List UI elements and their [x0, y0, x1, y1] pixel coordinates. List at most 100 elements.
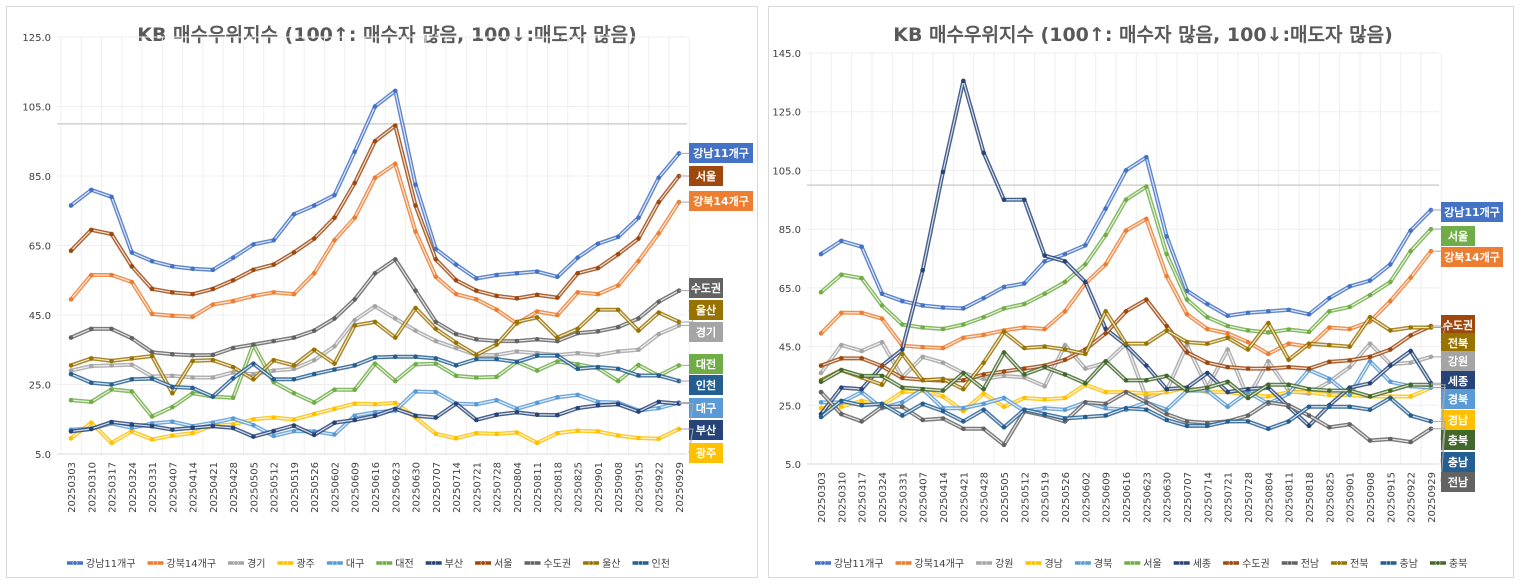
- data-point: [818, 414, 824, 420]
- data-point: [940, 305, 946, 310]
- data-point: [839, 310, 844, 316]
- data-point: [920, 354, 925, 360]
- end-label-text: 강북14개구: [693, 194, 749, 208]
- data-point: [413, 288, 418, 293]
- data-point: [1103, 206, 1108, 211]
- data-point: [210, 420, 216, 426]
- data-point: [88, 227, 94, 233]
- legend-label: 세종: [1193, 558, 1211, 570]
- legend-item: 울산: [583, 558, 621, 570]
- data-point: [392, 378, 398, 384]
- series-강남11개구: [818, 154, 1434, 319]
- data-point: [494, 293, 499, 299]
- legend-marker-icon: [332, 560, 338, 566]
- data-point: [818, 379, 824, 385]
- data-point: [372, 138, 378, 144]
- data-point: [1001, 306, 1007, 311]
- legend-label: 부산: [445, 558, 463, 570]
- data-point: [656, 310, 662, 315]
- data-point: [372, 361, 378, 366]
- end-label-text: 경남: [1448, 413, 1468, 427]
- data-point: [210, 286, 216, 292]
- series-충북: [818, 350, 1434, 401]
- legend-marker-icon: [233, 560, 239, 566]
- data-point: [1286, 327, 1291, 332]
- data-point: [109, 419, 114, 425]
- x-tick-label: 20250818: [1305, 472, 1316, 523]
- data-point: [474, 417, 479, 423]
- x-tick-label: 20250623: [1142, 472, 1153, 523]
- data-point: [88, 356, 94, 361]
- data-point: [575, 366, 580, 372]
- end-label-text: 강북14개구: [1444, 250, 1500, 264]
- data-point: [1225, 419, 1230, 424]
- legend-item: 서울: [1124, 558, 1162, 570]
- data-point: [271, 368, 276, 373]
- data-point: [900, 413, 905, 418]
- legend-marker-icon: [1179, 560, 1185, 566]
- data-point: [1184, 297, 1190, 302]
- x-tick-label: 20250414: [939, 472, 950, 523]
- data-point: [656, 405, 662, 411]
- data-point: [1144, 407, 1149, 412]
- data-point: [1306, 366, 1312, 371]
- legend-marker-icon: [1336, 560, 1342, 566]
- data-point: [291, 423, 297, 428]
- data-point: [1042, 364, 1047, 370]
- data-point: [494, 412, 499, 418]
- x-tick-label: 20250616: [371, 462, 382, 513]
- legend-item: 강남11개구: [67, 558, 136, 570]
- end-label-tag: [1441, 410, 1475, 430]
- data-point: [1266, 309, 1271, 314]
- data-point: [920, 378, 925, 383]
- data-point: [1103, 401, 1108, 407]
- data-point: [88, 426, 94, 432]
- data-point: [1286, 382, 1291, 388]
- data-point: [575, 392, 580, 398]
- data-point: [1042, 383, 1047, 389]
- data-point: [1062, 279, 1068, 285]
- data-point: [494, 397, 499, 403]
- data-point: [1164, 407, 1169, 412]
- x-tick-label: 20250526: [310, 462, 321, 513]
- data-point: [1062, 407, 1068, 412]
- data-point: [332, 237, 337, 243]
- data-point: [149, 437, 155, 442]
- data-point: [1022, 395, 1027, 401]
- data-point: [879, 303, 885, 308]
- series-대구: [68, 389, 682, 439]
- data-point: [230, 416, 236, 421]
- x-tick-label: 20250317: [108, 462, 119, 513]
- data-point: [332, 192, 337, 198]
- x-tick-label: 20250707: [432, 462, 443, 513]
- data-point: [1083, 380, 1088, 386]
- legend-item: 경기: [228, 557, 265, 570]
- y-tick-label: 25.0: [29, 381, 51, 392]
- legend-label: 인천: [652, 558, 670, 570]
- data-point: [615, 251, 621, 257]
- legend-item: 강원: [976, 558, 1013, 570]
- data-point: [1245, 310, 1251, 316]
- data-point: [109, 387, 114, 392]
- data-point: [1245, 339, 1251, 345]
- x-tick-label: 20250922: [1407, 472, 1418, 523]
- data-point: [109, 358, 114, 364]
- x-tick-label: 20250707: [1183, 472, 1194, 523]
- data-point: [1022, 301, 1027, 307]
- data-point: [859, 402, 864, 408]
- data-point: [190, 291, 195, 297]
- data-point: [1367, 341, 1373, 346]
- data-point: [514, 296, 520, 301]
- data-point: [1266, 351, 1271, 357]
- data-point: [1164, 323, 1169, 329]
- data-point: [514, 359, 520, 365]
- data-point: [190, 385, 195, 391]
- x-tick-label: 20250505: [1000, 472, 1011, 523]
- data-point: [940, 408, 946, 414]
- legend-label: 강남11개구: [834, 558, 884, 570]
- data-point: [575, 255, 580, 260]
- data-point: [251, 422, 256, 428]
- data-point: [595, 291, 601, 297]
- data-point: [1408, 382, 1413, 388]
- data-point: [413, 182, 418, 187]
